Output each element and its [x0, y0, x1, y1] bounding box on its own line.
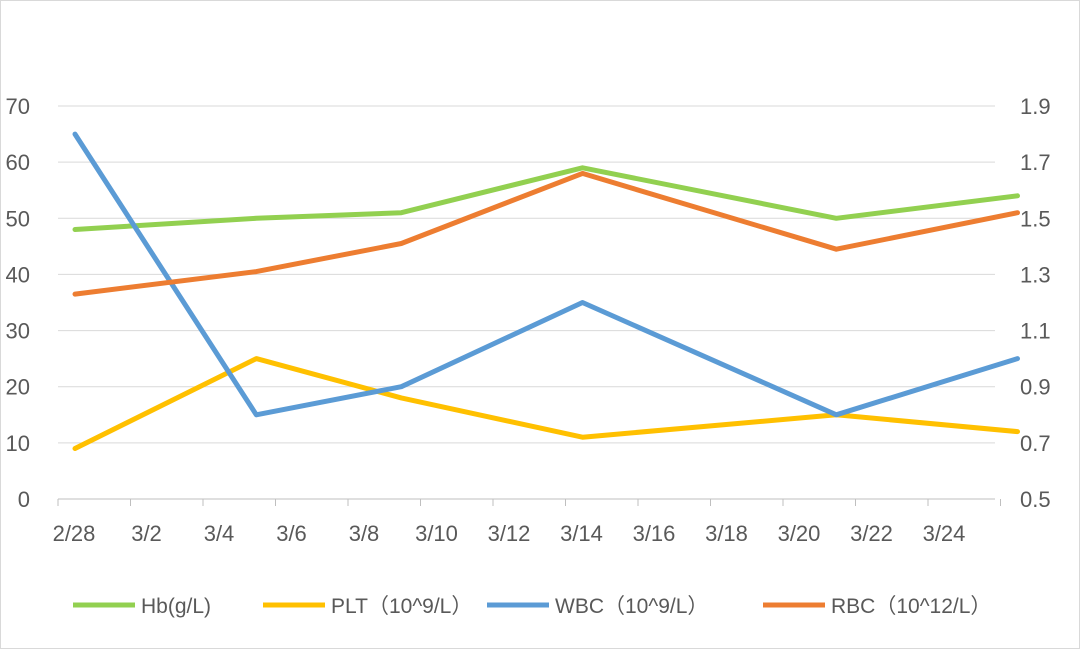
right-y-tick-label: 1.5: [1020, 206, 1051, 231]
legend-label: Hb(g/L): [141, 595, 211, 618]
legend-item: WBC（10^9/L）: [487, 595, 708, 618]
data-point: [400, 242, 403, 245]
left-y-tick-label: 70: [6, 94, 30, 119]
x-tick-label: 3/2: [131, 521, 162, 546]
x-tick-label: 3/4: [204, 521, 235, 546]
data-point: [255, 217, 258, 220]
x-tick-label: 3/14: [560, 521, 603, 546]
left-y-tick-label: 40: [6, 262, 30, 287]
series-line: [72, 170, 1020, 297]
data-point: [73, 228, 77, 231]
left-y-tick-label: 30: [6, 319, 30, 344]
x-tick-label: 3/20: [778, 521, 821, 546]
data-point: [255, 413, 258, 416]
left-y-tick-label: 50: [6, 206, 30, 231]
series-line: [72, 165, 1020, 232]
data-point: [835, 247, 838, 251]
right-y-tick-label: 0.5: [1020, 487, 1051, 512]
x-tick-label: 3/8: [349, 521, 380, 546]
left-y-tick-label: 10: [6, 431, 30, 456]
data-point: [400, 211, 403, 214]
gridlines: [58, 105, 995, 444]
series-group: [72, 131, 1020, 418]
legend-item: PLT（10^9/L）: [263, 595, 472, 618]
data-point: [400, 385, 403, 388]
series-group: [72, 356, 1020, 451]
data-point: [1016, 194, 1019, 198]
data-point: [73, 292, 77, 296]
left-y-tick-label: 20: [6, 375, 30, 400]
right-y-tick-label: 0.7: [1020, 431, 1051, 456]
legend: Hb(g/L) PLT（10^9/L） WBC（10^9/L） RBC（10^12/L…: [73, 595, 991, 618]
series-line: [72, 131, 1020, 418]
left-y-tick-label: 0: [18, 487, 30, 512]
legend-item: Hb(g/L): [73, 595, 211, 618]
x-tick-label: 3/16: [633, 521, 676, 546]
x-axis-ticks: 2/28 3/2 3/4 3/6 3/8 3/10 3/12 3/14 3/16 3/18 3/20…: [53, 521, 966, 546]
data-point: [400, 396, 403, 400]
data-point: [835, 413, 838, 416]
data-point: [255, 270, 258, 273]
x-tick-label: 3/6: [276, 521, 307, 546]
legend-label: RBC（10^12/L）: [831, 595, 991, 618]
data-point: [1016, 211, 1019, 214]
data-point: [581, 166, 584, 169]
legend-label: PLT（10^9/L）: [331, 595, 472, 618]
left-y-axis-ticks: 0 10 20 30 40 50 60 70: [6, 94, 30, 512]
series-group: [72, 165, 1020, 232]
data-point: [1016, 430, 1019, 433]
data-point: [73, 132, 77, 136]
data-point: [581, 301, 584, 304]
x-tick-label: 2/28: [53, 521, 96, 546]
legend-label: WBC（10^9/L）: [555, 595, 708, 618]
data-point: [1016, 357, 1019, 360]
right-y-tick-label: 1.3: [1020, 262, 1051, 287]
series-lines: [72, 131, 1020, 451]
x-tick-label: 3/18: [705, 521, 748, 546]
series-line: [72, 356, 1020, 451]
x-tick-label: 3/24: [923, 521, 966, 546]
x-axis: [57, 498, 1001, 506]
right-y-tick-label: 1.1: [1020, 319, 1051, 344]
right-y-tick-label: 1.9: [1020, 94, 1051, 119]
right-y-tick-label: 0.9: [1020, 375, 1051, 400]
x-tick-label: 3/22: [850, 521, 893, 546]
legend-item: RBC（10^12/L）: [763, 595, 991, 618]
x-tick-label: 3/10: [415, 521, 458, 546]
data-point: [581, 172, 584, 175]
data-point: [73, 447, 77, 450]
x-tick-label: 3/12: [488, 521, 531, 546]
data-point: [581, 436, 584, 439]
series-group: [72, 170, 1020, 297]
right-y-axis-ticks: 0.5 0.7 0.9 1.1 1.3 1.5 1.7 1.9: [1020, 94, 1051, 512]
right-y-tick-label: 1.7: [1020, 150, 1051, 175]
data-point: [835, 217, 838, 220]
data-point: [255, 357, 258, 360]
left-y-tick-label: 60: [6, 150, 30, 175]
